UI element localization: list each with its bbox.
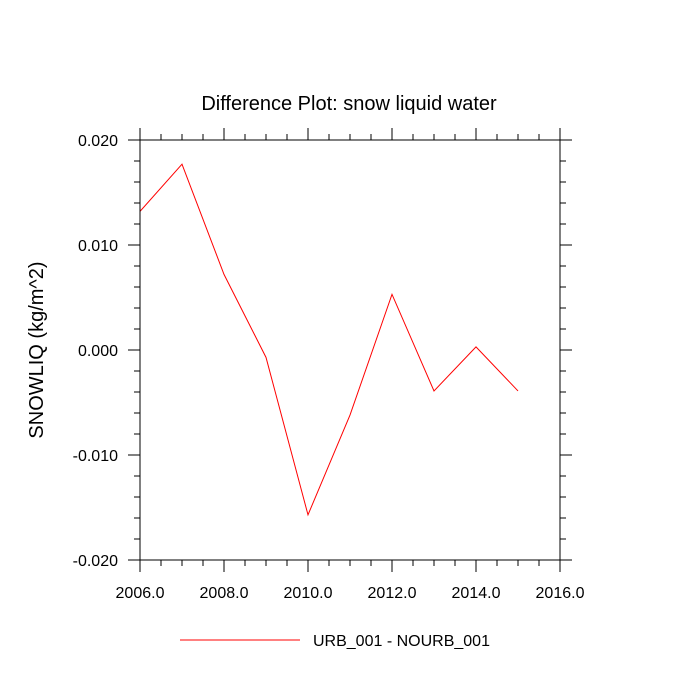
y-axis-label: SNOWLIQ (kg/m^2)	[26, 261, 48, 438]
plot-frame	[139, 139, 561, 561]
x-tick-label: 2012.0	[368, 585, 417, 602]
y-tick-labels: 0.020 0.010 0.000 -0.010 -0.020	[73, 133, 118, 570]
y-tick-label: -0.010	[73, 448, 118, 465]
x-tick-label: 2010.0	[284, 585, 333, 602]
y-tick-label: 0.010	[78, 238, 118, 255]
x-tick-label: 2008.0	[200, 585, 249, 602]
minor-ticks	[134, 134, 566, 566]
x-tick-label: 2016.0	[536, 585, 585, 602]
series-line	[140, 163, 519, 517]
major-ticks	[128, 128, 572, 572]
y-tick-label: 0.000	[78, 343, 118, 360]
x-tick-label: 2014.0	[452, 585, 501, 602]
x-tick-labels: 2006.0 2008.0 2010.0 2012.0 2014.0 2016.0	[116, 585, 585, 602]
y-tick-label: 0.020	[78, 133, 118, 150]
y-tick-label: -0.020	[73, 553, 118, 570]
series-lines	[140, 163, 519, 517]
chart-title: Difference Plot: snow liquid water	[201, 93, 497, 115]
x-tick-label: 2006.0	[116, 585, 165, 602]
legend-label: URB_001 - NOURB_001	[313, 633, 490, 650]
